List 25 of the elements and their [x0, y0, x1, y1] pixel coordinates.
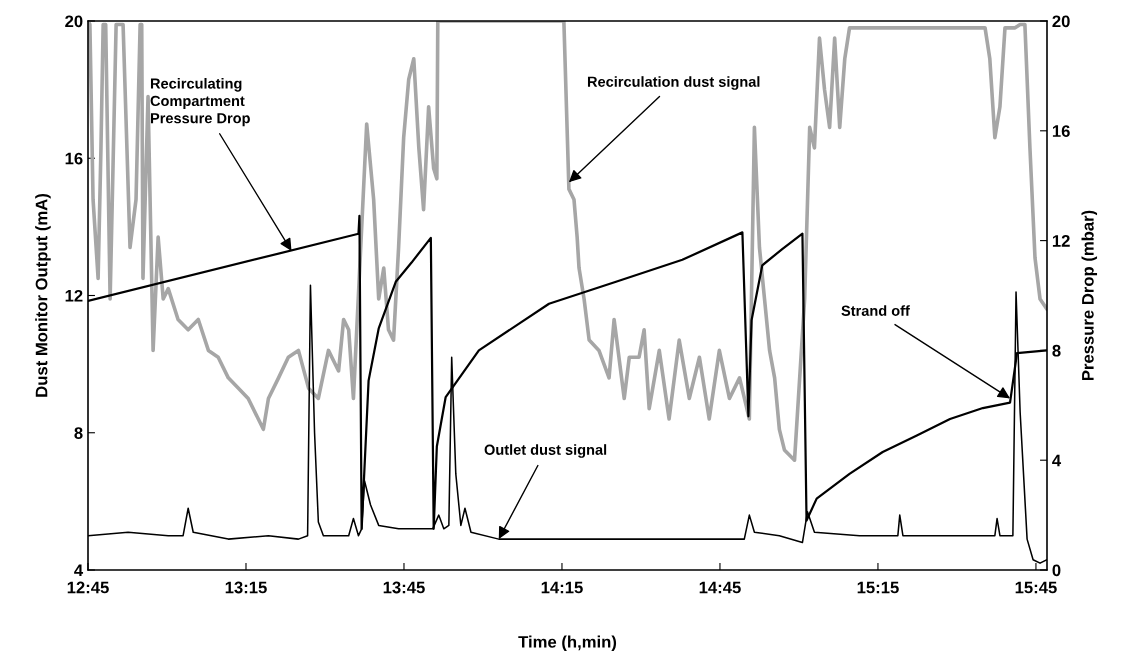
y2-axis-title: Pressure Drop (mbar)	[1081, 210, 1098, 381]
y2-tick-label: 8	[1052, 344, 1061, 357]
y2-tick-label: 16	[1052, 125, 1070, 137]
x-tick-label: 14:45	[699, 581, 741, 594]
annotation: Recirculating Compartment Pressure Drop	[150, 78, 250, 127]
y-tick-label: 16	[65, 152, 83, 165]
x-tick-label: 13:45	[383, 581, 425, 594]
y2-tick-label: 20	[1052, 15, 1070, 28]
annotation: Recirculation dust signal	[587, 76, 760, 90]
x-tick-label: 14:15	[541, 581, 583, 594]
y-tick-label: 4	[74, 564, 84, 577]
x-tick-label: 15:45	[1015, 581, 1057, 594]
x-tick-label: 12:45	[67, 581, 109, 594]
y2-tick-label: 0	[1052, 564, 1061, 577]
annotation: Strand off	[841, 305, 910, 316]
y-tick-label: 12	[65, 289, 83, 302]
y-tick-label: 20	[65, 15, 83, 28]
x-tick-label: 13:15	[225, 581, 267, 594]
y-tick-label: 8	[74, 427, 83, 439]
y-axis-title: Dust Monitor Output (mA)	[35, 194, 51, 397]
y2-tick-label: 4	[1052, 454, 1062, 467]
annotation: Outlet dust signal	[484, 444, 607, 458]
y2-tick-label: 12	[1052, 235, 1070, 247]
x-tick-label: 15:15	[857, 581, 899, 594]
x-axis-title: Time (h,min)	[518, 635, 617, 652]
